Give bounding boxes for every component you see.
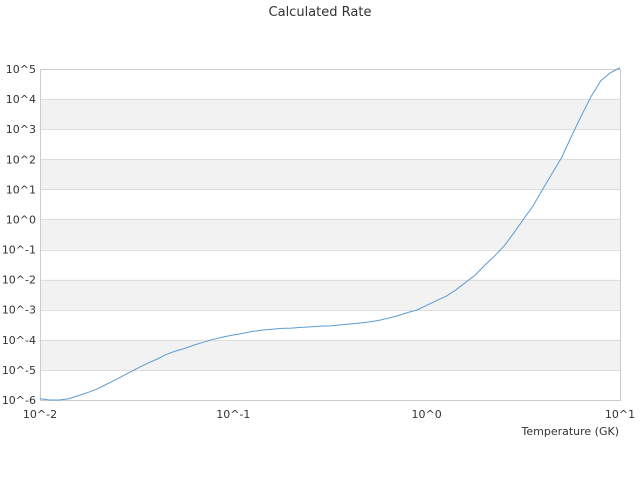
x-tick-label: 10^1 [605,408,635,421]
grid-band [40,159,620,190]
series-line [39,67,621,401]
x-tick-label: 10^0 [412,408,442,421]
y-tick-label: 10^3 [6,123,36,136]
y-tick-label: 10^1 [6,183,36,196]
y-tick-label: 10^-1 [2,244,36,257]
grid-band [40,219,620,250]
plot-area [40,69,621,401]
y-tick-label: 10^-3 [2,304,36,317]
x-tick-label: 10^-1 [216,408,250,421]
grid-band [40,99,620,130]
y-tick-label: 10^5 [6,63,36,76]
y-tick-label: 10^2 [6,153,36,166]
chart-title: Calculated Rate [269,5,372,20]
grid-band [40,339,620,370]
grid-bands [40,99,620,370]
y-tick-label: 10^4 [6,93,36,106]
x-axis: 10^-2 10^-1 10^0 10^1 [23,408,635,421]
grid-band [40,279,620,310]
y-tick-label: 10^0 [6,213,36,226]
y-tick-label: 10^-5 [2,364,36,377]
y-tick-label: 10^-4 [2,334,36,347]
y-tick-label: 10^-2 [2,274,36,287]
x-tick-label: 10^-2 [23,408,57,421]
x-axis-title: Temperature (GK) [521,425,620,438]
y-axis: 10^-6 10^-5 10^-4 10^-3 10^-2 10^-1 10^0 10^1 10… [2,63,36,407]
y-tick-label: 10^-6 [2,394,36,407]
